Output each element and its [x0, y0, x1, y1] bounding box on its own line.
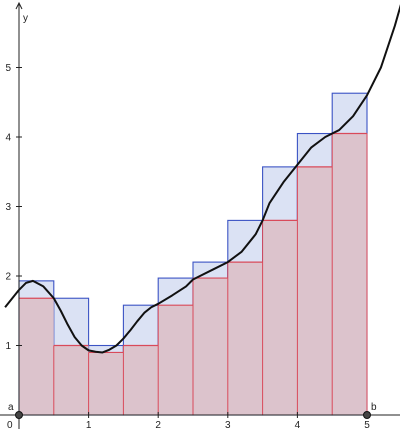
point-a	[15, 411, 23, 419]
lower-sum-rect	[88, 352, 124, 415]
lower-sum-rect	[19, 298, 54, 415]
y-tick-label: 5	[5, 63, 11, 74]
function-curve-layer	[4, 4, 400, 354]
lower-sum-rect	[193, 278, 228, 415]
lower-sum-rect	[227, 262, 263, 415]
lower-sum-rect	[158, 305, 193, 415]
x-tick-label: 4	[295, 420, 301, 429]
lower-sum-rectangles	[18, 132, 368, 415]
y-axis-label: y	[23, 13, 28, 24]
origin-label: 0	[7, 420, 13, 429]
lower-sum-rect	[123, 345, 159, 415]
x-tick-label: 2	[155, 420, 161, 429]
y-tick-label: 2	[5, 272, 11, 283]
axis-labels: 1 2 3 4 5 1 2 3 4 5 0 y	[5, 13, 370, 431]
y-axis-arrow	[15, 1, 23, 10]
y-tick-label: 3	[5, 202, 11, 213]
lower-sum-rect	[332, 133, 367, 415]
function-curve	[4, 4, 400, 354]
label-b: b	[371, 402, 377, 413]
lower-sum-rect	[262, 220, 298, 415]
point-b	[363, 411, 371, 419]
y-tick-label: 1	[5, 341, 11, 352]
lower-sum-rect	[53, 345, 89, 415]
x-tick-label: 5	[364, 420, 370, 429]
y-tick-label: 4	[5, 133, 11, 144]
x-tick-label: 3	[225, 420, 231, 429]
lower-sum-rect	[297, 166, 333, 415]
label-a: a	[8, 402, 14, 413]
x-tick-label: 1	[86, 420, 92, 429]
